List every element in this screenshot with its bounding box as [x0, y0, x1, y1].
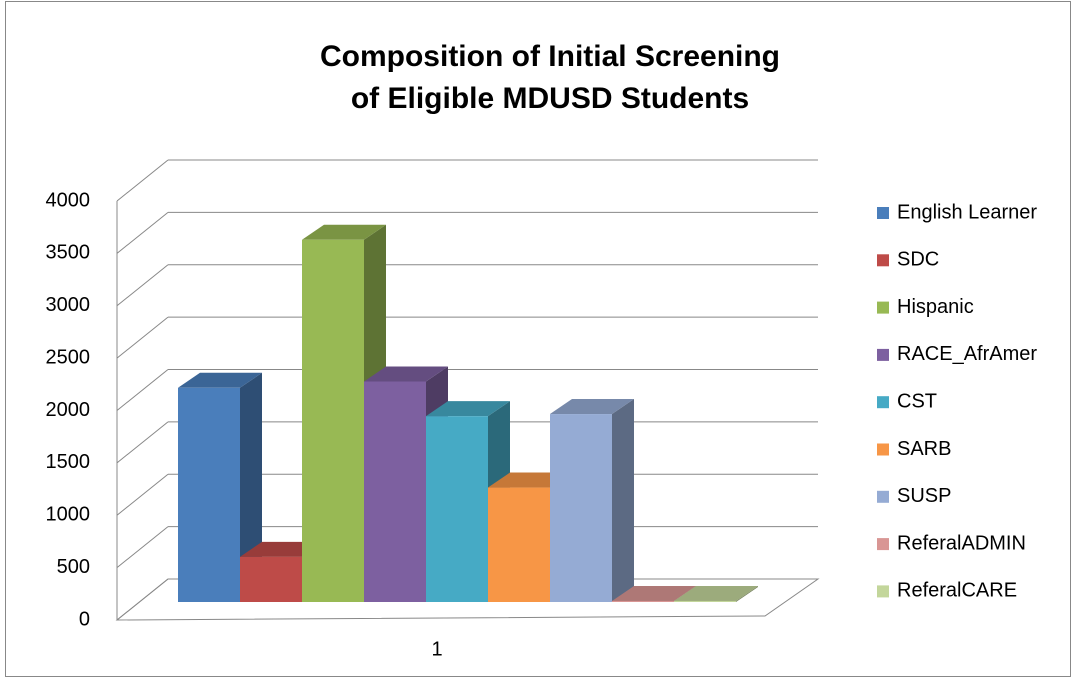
- bar: [426, 416, 488, 602]
- y-tick-label: 500: [57, 556, 90, 578]
- x-tick-label: 1: [431, 638, 442, 660]
- legend-swatch: [877, 585, 889, 598]
- bar-top: [364, 366, 448, 382]
- grid-line: [116, 421, 169, 464]
- y-tick-label: 0: [79, 608, 90, 630]
- legend-label: ReferalADMIN: [897, 532, 1026, 554]
- legend-swatch: [877, 490, 889, 503]
- y-tick-label: 3000: [46, 294, 91, 316]
- bar-top: [550, 399, 634, 415]
- y-tick-label: 3500: [46, 242, 91, 264]
- bar-top: [426, 401, 510, 417]
- legend-swatch: [877, 301, 889, 314]
- y-tick-label: 4000: [46, 189, 91, 211]
- bar-side: [736, 585, 758, 602]
- legend-label: SDC: [897, 249, 939, 271]
- legend-label: RACE_AfrAmer: [897, 343, 1037, 365]
- grid-line: [116, 526, 169, 569]
- chart-title: of Eligible MDUSD Students: [351, 82, 749, 115]
- bar: [612, 600, 674, 602]
- bar-top: [612, 585, 696, 601]
- legend-swatch: [877, 538, 889, 551]
- grid-line: [116, 211, 169, 254]
- legend-swatch: [877, 207, 889, 219]
- y-tick-label: 2000: [46, 399, 91, 421]
- legend-label: CST: [897, 390, 937, 412]
- legend-swatch: [877, 443, 889, 456]
- bar-top: [674, 585, 758, 601]
- bar: [178, 387, 240, 602]
- grid-line: [116, 578, 169, 621]
- legend-label: English Learner: [897, 201, 1037, 223]
- bar: [364, 381, 426, 602]
- bar-side: [240, 372, 262, 602]
- y-tick-label: 1000: [46, 504, 91, 526]
- grid-line: [116, 369, 169, 411]
- bar: [488, 487, 550, 602]
- grid-line: [116, 264, 169, 307]
- bar: [674, 600, 736, 602]
- bar-top: [178, 372, 262, 388]
- bar: [550, 414, 612, 602]
- y-tick-label: 2500: [46, 346, 91, 368]
- grid-line: [116, 159, 169, 202]
- bar-side: [612, 399, 634, 602]
- grid-line: [116, 473, 169, 516]
- bar: [240, 556, 302, 602]
- legend-swatch: [877, 254, 889, 267]
- legend-label: ReferalCARE: [897, 580, 1017, 602]
- legend-swatch: [877, 348, 889, 361]
- bar: [302, 239, 364, 602]
- grid-line: [116, 316, 169, 359]
- legend-label: SUSP: [897, 485, 951, 507]
- legend-label: Hispanic: [897, 296, 974, 318]
- legend-label: SARB: [897, 438, 951, 460]
- chart-title: Composition of Initial Screening: [320, 40, 780, 73]
- bar-top: [302, 224, 386, 240]
- legend-swatch: [877, 396, 889, 409]
- y-tick-label: 1500: [46, 451, 91, 473]
